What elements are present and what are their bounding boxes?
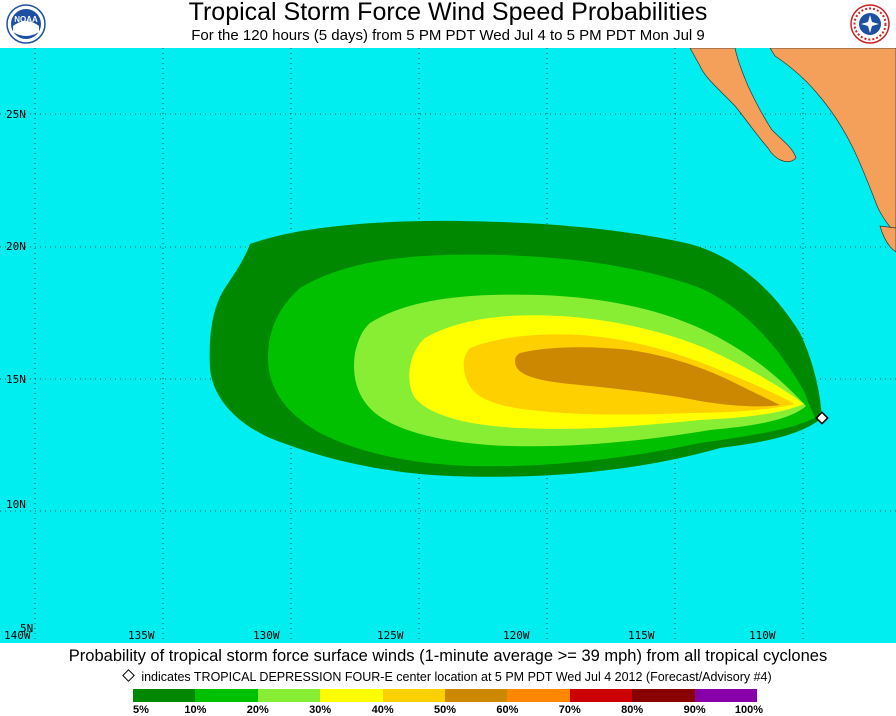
legend-swatch bbox=[569, 689, 633, 702]
legend-swatch bbox=[320, 689, 383, 702]
center-diamond-icon bbox=[122, 669, 136, 682]
lon-label-125w: 125W bbox=[377, 629, 404, 642]
nws-logo-icon bbox=[850, 4, 890, 44]
center-note-text: indicates TROPICAL DEPRESSION FOUR-E cen… bbox=[141, 670, 772, 684]
legend-color-bar bbox=[133, 689, 758, 702]
legend-swatch bbox=[195, 689, 258, 702]
legend-label: 80% bbox=[621, 704, 644, 716]
map-title: Tropical Storm Force Wind Speed Probabil… bbox=[188, 0, 708, 26]
legend-label: 10% bbox=[184, 704, 207, 716]
lon-label-110w: 110W bbox=[749, 629, 776, 642]
land-cabo-corrientes bbox=[879, 225, 896, 253]
legend-swatch bbox=[257, 689, 321, 702]
legend-swatch bbox=[694, 689, 758, 702]
map-subtitle: For the 120 hours (5 days) from 5 PM PDT… bbox=[191, 27, 705, 44]
legend-swatch bbox=[133, 689, 196, 702]
land-baja-california bbox=[689, 48, 797, 162]
lon-label-120w: 120W bbox=[503, 629, 530, 642]
lon-label-130w: 130W bbox=[253, 629, 280, 642]
land-masses bbox=[689, 48, 896, 253]
legend-label: 50% bbox=[433, 704, 457, 716]
lat-label-15n: 15N bbox=[6, 373, 26, 386]
legend-swatch bbox=[507, 689, 570, 702]
legend-label: 40% bbox=[371, 704, 394, 716]
lat-label-5n: 5N bbox=[20, 622, 34, 635]
noaa-logo-text: NOAA bbox=[14, 15, 38, 24]
legend-label: 70% bbox=[558, 704, 581, 716]
lon-label-140w: 140W bbox=[4, 629, 31, 642]
lon-label-135w: 135W bbox=[128, 629, 155, 642]
legend-label: 20% bbox=[246, 704, 269, 716]
land-mexico-mainland bbox=[769, 48, 896, 234]
legend-swatch bbox=[632, 689, 695, 702]
lat-label-10n: 10N bbox=[6, 498, 26, 511]
lat-label-20n: 20N bbox=[6, 240, 26, 253]
probability-contours bbox=[209, 220, 822, 477]
legend-label: 90% bbox=[683, 704, 706, 716]
center-location-note: indicates TROPICAL DEPRESSION FOUR-E cen… bbox=[0, 669, 896, 684]
lon-label-115w: 115W bbox=[628, 629, 655, 642]
map-caption: Probability of tropical storm force surf… bbox=[68, 647, 828, 665]
legend-labels: 5% 10% 20% 30% 40% 50% 60% 70% 80% 90% 100% bbox=[0, 704, 896, 716]
legend-swatch bbox=[382, 689, 446, 702]
contour-50-percent bbox=[515, 347, 780, 407]
probability-map bbox=[0, 48, 896, 643]
legend-label: 60% bbox=[496, 704, 519, 716]
legend-label: 30% bbox=[309, 704, 332, 716]
noaa-logo-icon: NOAA bbox=[6, 4, 46, 44]
lat-label-25n: 25N bbox=[6, 108, 26, 121]
graticule bbox=[0, 48, 896, 643]
legend-label: 100% bbox=[734, 704, 764, 716]
legend-label: 5% bbox=[133, 704, 149, 716]
legend-swatch bbox=[445, 689, 508, 702]
storm-center-marker bbox=[815, 411, 829, 425]
